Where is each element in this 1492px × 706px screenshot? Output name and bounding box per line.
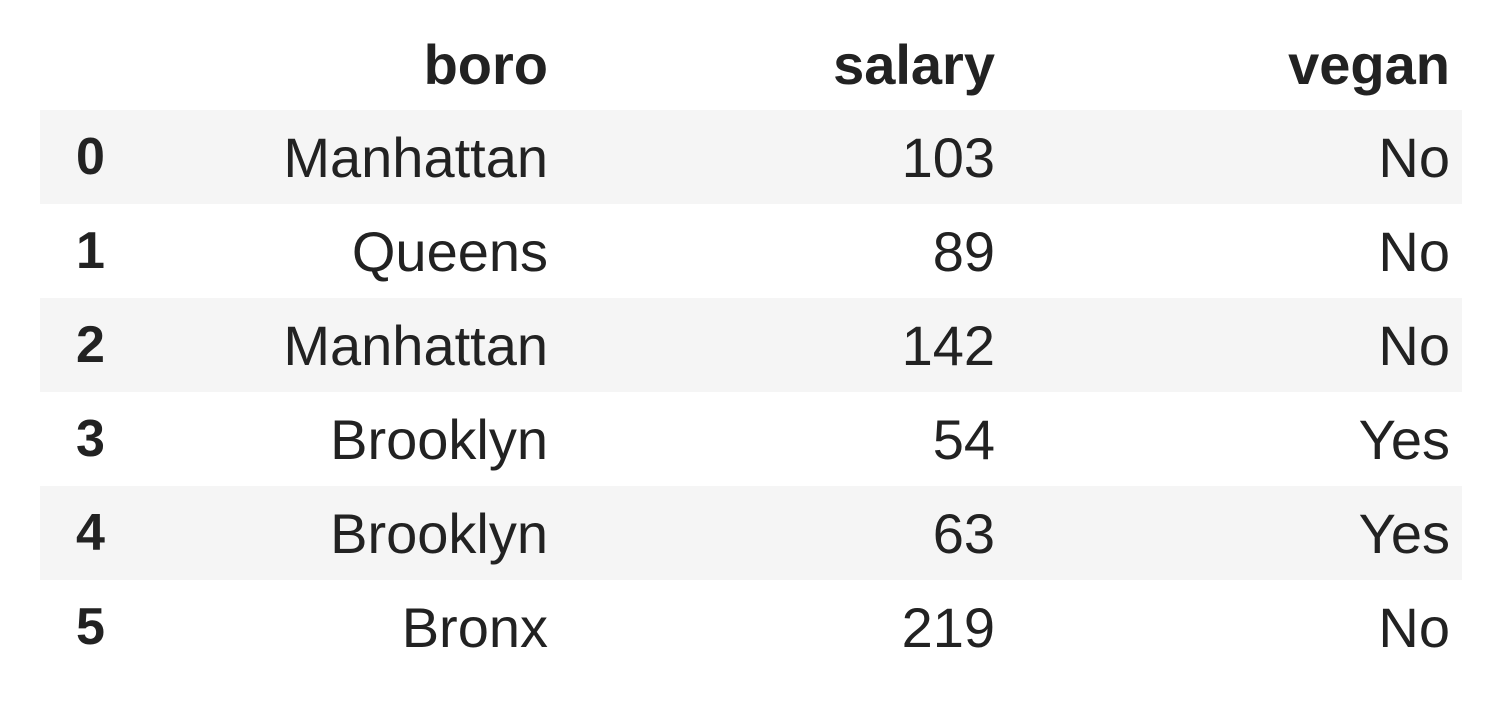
cell-vegan: Yes [1358, 407, 1450, 471]
cell-salary: 63 [932, 501, 995, 565]
cell-vegan: No [1378, 595, 1450, 659]
row-index: 5 [76, 598, 105, 656]
cell-boro: Manhattan [283, 125, 548, 189]
cell-boro: Brooklyn [330, 407, 548, 471]
column-header-boro: boro [423, 32, 548, 96]
dataframe-container: boro salary vegan 0 Manhattan 103 No 1 Q… [40, 18, 1462, 674]
header-row: boro salary vegan [40, 18, 1462, 110]
table-row: 3 Brooklyn 54 Yes [40, 392, 1462, 486]
cell-vegan: No [1378, 125, 1450, 189]
row-index: 2 [76, 316, 105, 374]
row-index: 1 [76, 222, 105, 280]
table-row: 4 Brooklyn 63 Yes [40, 486, 1462, 580]
index-header [40, 18, 150, 110]
cell-salary: 219 [901, 595, 995, 659]
row-index: 0 [76, 128, 105, 186]
cell-vegan: Yes [1358, 501, 1450, 565]
table-row: 0 Manhattan 103 No [40, 110, 1462, 204]
cell-salary: 142 [901, 313, 995, 377]
cell-salary: 89 [932, 219, 995, 283]
dataframe-table: boro salary vegan 0 Manhattan 103 No 1 Q… [40, 18, 1462, 674]
cell-vegan: No [1378, 313, 1450, 377]
cell-salary: 103 [901, 125, 995, 189]
column-header-salary: salary [833, 32, 995, 96]
table-row: 2 Manhattan 142 No [40, 298, 1462, 392]
row-index: 3 [76, 410, 105, 468]
cell-vegan: No [1378, 219, 1450, 283]
column-header-vegan: vegan [1288, 32, 1450, 96]
row-index: 4 [76, 504, 105, 562]
cell-salary: 54 [932, 407, 995, 471]
cell-boro: Manhattan [283, 313, 548, 377]
cell-boro: Brooklyn [330, 501, 548, 565]
cell-boro: Bronx [401, 595, 548, 659]
table-row: 1 Queens 89 No [40, 204, 1462, 298]
cell-boro: Queens [351, 219, 548, 283]
table-row: 5 Bronx 219 No [40, 580, 1462, 674]
